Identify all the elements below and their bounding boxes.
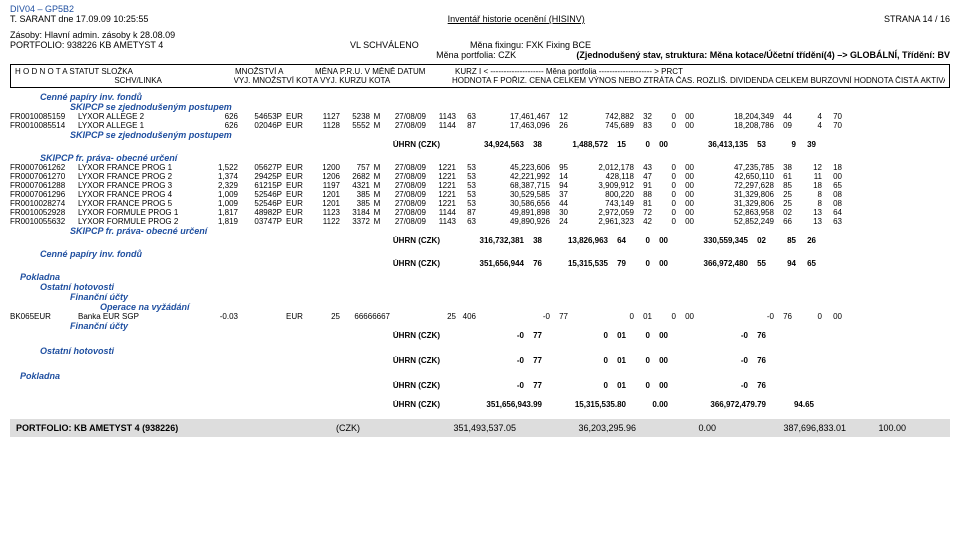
footer-c4: 387,696,833.01 xyxy=(716,423,846,433)
schvaleno: VL SCHVÁLENO xyxy=(350,40,430,50)
pokladna: Pokladna xyxy=(20,272,950,282)
bx-l1b: MNOŽSTVÍ A xyxy=(235,67,315,76)
zasoby-line: Zásoby: Hlavní admin. zásoby k 28.08.09 xyxy=(10,30,950,40)
s2-subrep: SKIPCP fr. práva- obecné určení xyxy=(70,226,950,236)
s1-subrep: SKIPCP se zjednodušeným postupem xyxy=(70,130,950,140)
status-line: (Zjednodušený stav, struktura: Měna kota… xyxy=(576,50,950,60)
sum-row: ÚHRN (CZK)-077001000-076 xyxy=(10,331,950,340)
column-header-box: H O D N O T A STATUT SLOŽKA MNOŽSTVÍ A M… xyxy=(10,64,950,88)
s3-title: Cenné papíry inv. fondů xyxy=(40,249,950,259)
fixing: Měna fixingu: FXK Fixing BCE xyxy=(470,40,591,50)
table-row: FR0010085514LYXOR ALLEGE 162602046PEUR11… xyxy=(10,121,950,130)
finucty2: Finanční účty xyxy=(70,321,950,331)
grand-total: ÚHRN (CZK) 351,656,943.99 15,315,535.80 … xyxy=(10,400,950,409)
table-row: FR0007061296LYXOR FRANCE PROG 41,0095254… xyxy=(10,190,950,199)
table-row: FR0010028274LYXOR FRANCE PROG 51,0095254… xyxy=(10,199,950,208)
portfolio-row2: Měna portfolia: CZK (Zjednodušený stav, … xyxy=(10,50,950,60)
portfolio-id: PORTFOLIO: 938226 KB AMETYST 4 xyxy=(10,40,310,50)
portfolio-row: PORTFOLIO: 938226 KB AMETYST 4 VL SCHVÁL… xyxy=(10,40,950,50)
mena-block: Měna fixingu: FXK Fixing BCE xyxy=(470,40,591,50)
header-right: STRANA 14 / 16 xyxy=(884,4,950,24)
footer-c1: 351,493,537.05 xyxy=(396,423,516,433)
s1-title: Cenné papíry inv. fondů xyxy=(40,92,950,102)
sum-row: ÚHRN (CZK)351,656,9447615,315,5357900036… xyxy=(10,259,950,268)
table-row: FR0007061288LYXOR FRANCE PROG 32,3296121… xyxy=(10,181,950,190)
footer-c5: 100.00 xyxy=(846,423,906,433)
s2-title: SKIPCP fr. práva- obecné určení xyxy=(40,153,950,163)
table-row: FR0010052928LYXOR FORMULE PROG 11,817489… xyxy=(10,208,950,217)
page-number: STRANA 14 / 16 xyxy=(884,14,950,24)
bx-l2a: SCHV/LINKA xyxy=(114,76,233,85)
footer-czk: (CZK) xyxy=(336,423,396,433)
report-title: Inventář historie ocenění (HISINV) xyxy=(448,14,585,24)
table-row: FR0010085159LYXOR ALLEGE 262654653PEUR11… xyxy=(10,112,950,121)
footer-values: (CZK) 351,493,537.05 36,203,295.96 0.00 … xyxy=(336,423,944,433)
section-skipcp-fr: SKIPCP fr. práva- obecné určení FR000706… xyxy=(10,153,950,245)
section-funds-total: Cenné papíry inv. fondů ÚHRN (CZK)351,65… xyxy=(10,249,950,268)
bx-l1a: H O D N O T A STATUT SLOŽKA xyxy=(15,67,235,76)
finucty: Finanční účty xyxy=(70,292,950,302)
sum-row: ÚHRN (CZK)34,924,563381,488,5721500036,4… xyxy=(10,140,950,149)
pokladna2: Pokladna xyxy=(20,371,950,381)
bx-l2b: VYJ. MNOŽSTVÍ KOT xyxy=(234,76,313,85)
ostatni2: Ostatní hotovosti xyxy=(40,346,950,356)
table-row: FR0007061262LYXOR FRANCE PROG 11,5220562… xyxy=(10,163,950,172)
s1-sub: SKIPCP se zjednodušeným postupem xyxy=(70,102,950,112)
header-left: DIV04 – GP5B2 T. SARANT dne 17.09.09 10:… xyxy=(10,4,148,24)
footer-c2: 36,203,295.96 xyxy=(516,423,636,433)
table-row: FR0007061270LYXOR FRANCE PROG 21,3742942… xyxy=(10,172,950,181)
bx-l2d: HODNOTA F POŘIZ. CENA CELKEM VÝNOS NEBO … xyxy=(452,76,945,85)
report-code: DIV04 – GP5B2 xyxy=(10,4,148,14)
bx-l1c: MĚNA P.R.U. V MĚNĚ DATUM xyxy=(315,67,455,76)
header: DIV04 – GP5B2 T. SARANT dne 17.09.09 10:… xyxy=(10,4,950,24)
header-mid: Inventář historie ocenění (HISINV) xyxy=(448,4,585,24)
mena-portfolia: Měna portfolia: CZK xyxy=(436,50,536,60)
operace: Operace na vyžádání xyxy=(100,302,950,312)
footer: PORTFOLIO: KB AMETYST 4 (938226) (CZK) 3… xyxy=(10,419,950,437)
ostatni: Ostatní hotovosti xyxy=(40,282,950,292)
sum-row: ÚHRN (CZK)-077001000-076 xyxy=(10,356,950,365)
footer-c3: 0.00 xyxy=(636,423,716,433)
section-pokladna: Pokladna Ostatní hotovosti Finanční účty… xyxy=(10,272,950,390)
bx-l2c: A VYJ. KURZU KOTA xyxy=(313,76,452,85)
sum-row: ÚHRN (CZK)316,732,3813813,826,9636400033… xyxy=(10,236,950,245)
bx-l1d: KURZ I < -------------------- Měna portf… xyxy=(455,67,683,76)
table-row: FR0010055632LYXOR FORMULE PROG 21,819037… xyxy=(10,217,950,226)
footer-portfolio: PORTFOLIO: KB AMETYST 4 (938226) xyxy=(16,423,336,433)
timestamp: T. SARANT dne 17.09.09 10:25:55 xyxy=(10,14,148,24)
sum-row: ÚHRN (CZK)-077001000-076 xyxy=(10,381,950,390)
section-funds: Cenné papíry inv. fondů SKIPCP se zjedno… xyxy=(10,92,950,149)
table-row: BK065EURBanka EUR SGP-0.03EUR25666666672… xyxy=(10,312,950,321)
